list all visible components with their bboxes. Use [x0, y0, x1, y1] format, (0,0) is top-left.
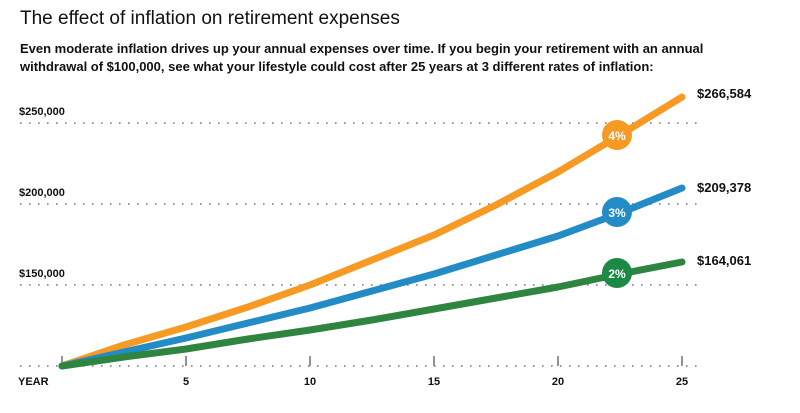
x-tick-label-5: 5 — [183, 376, 189, 388]
series-line-2-percent — [58, 258, 686, 370]
y-tick-label-150000: $150,000 — [19, 268, 65, 280]
end-value-2-percent: $164,061 — [697, 253, 751, 268]
x-tick-label-25: 25 — [676, 376, 688, 388]
svg-text:4%: 4% — [608, 129, 626, 143]
chart-title: The effect of inflation on retirement ex… — [20, 8, 400, 29]
badge-3-percent: 3% — [602, 197, 632, 227]
x-tick-label-20: 20 — [552, 376, 564, 388]
subtitle-line-2: withdrawal of $100,000, see what your li… — [20, 59, 654, 74]
series-line-3-percent — [58, 184, 686, 370]
gridlines — [20, 122, 700, 367]
chart-subtitle: Even moderate inflation drives up your a… — [20, 40, 800, 76]
y-tick-label-200000: $200,000 — [19, 187, 65, 199]
series-line-4-percent — [58, 93, 686, 370]
x-axis-ticks — [61, 356, 683, 366]
x-tick-label-10: 10 — [304, 376, 316, 388]
svg-text:3%: 3% — [608, 206, 626, 220]
x-tick-label-15: 15 — [428, 376, 440, 388]
y-tick-label-250000: $250,000 — [19, 106, 65, 118]
badge-4-percent: 4% — [602, 120, 632, 150]
badge-2-percent: 2% — [602, 258, 632, 288]
end-value-4-percent: $266,584 — [697, 86, 752, 101]
svg-text:2%: 2% — [608, 267, 626, 281]
subtitle-line-1: Even moderate inflation drives up your a… — [20, 41, 704, 56]
end-value-3-percent: $209,378 — [697, 180, 751, 195]
x-axis-title: YEAR — [18, 376, 49, 388]
